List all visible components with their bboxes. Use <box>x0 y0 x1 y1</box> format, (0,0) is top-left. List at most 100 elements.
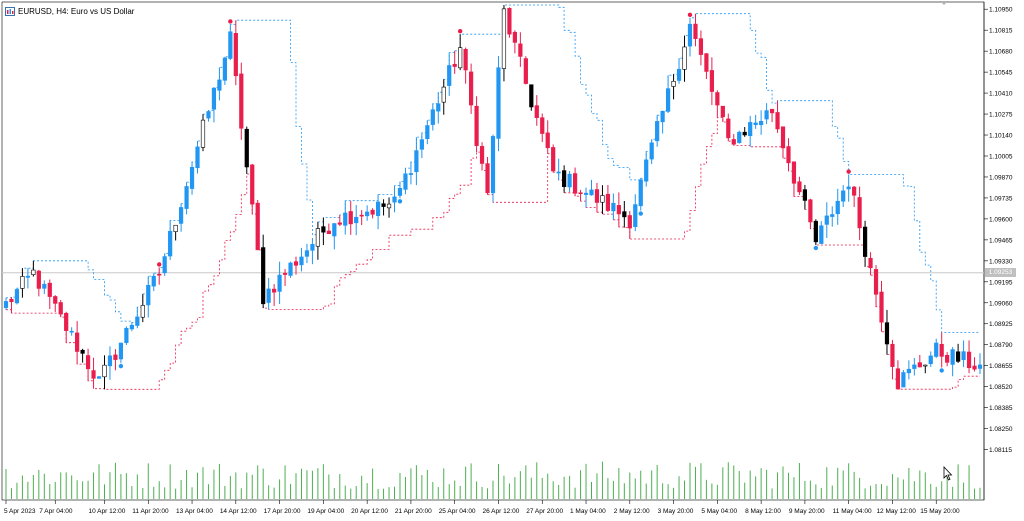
candle <box>813 219 818 245</box>
candle <box>556 158 561 181</box>
candle <box>200 114 206 152</box>
candle <box>304 243 310 264</box>
candle <box>359 210 364 226</box>
candle-body <box>769 108 775 114</box>
candle <box>534 95 539 126</box>
price-tick-label: 1.10005 <box>989 153 1013 160</box>
candle <box>737 130 742 144</box>
fractal-marker <box>687 12 693 18</box>
candle-body <box>600 195 605 203</box>
candle <box>567 171 572 193</box>
candle <box>266 277 271 310</box>
candle-body <box>671 80 676 87</box>
candle-body <box>687 23 693 47</box>
candle-body <box>69 330 74 333</box>
candle-body <box>293 261 299 266</box>
candle <box>326 223 331 235</box>
candle <box>392 185 397 213</box>
candle-body <box>162 256 167 274</box>
candle <box>36 269 41 297</box>
candle <box>189 161 195 195</box>
candle-body <box>961 351 966 361</box>
candle <box>791 161 797 197</box>
candle <box>540 113 545 142</box>
candle <box>868 252 873 276</box>
candle <box>168 220 173 260</box>
candle-body <box>759 120 764 126</box>
candle <box>545 120 550 154</box>
candle <box>479 142 485 171</box>
candle <box>731 134 736 146</box>
time-tick-label: 11 May 04:00 <box>833 508 872 515</box>
price-tick-label: 1.08250 <box>989 426 1013 433</box>
candle <box>458 34 463 71</box>
candle-body <box>622 211 627 218</box>
candle-body <box>184 186 189 209</box>
time-tick-label: 14 Apr 12:00 <box>220 508 257 515</box>
candle-body <box>452 63 457 67</box>
candle-body <box>36 270 41 289</box>
candle-body <box>879 291 884 323</box>
candle <box>277 261 282 304</box>
candle <box>633 194 638 232</box>
candle <box>113 349 118 371</box>
candle-body <box>200 119 206 148</box>
candle-body <box>780 126 786 149</box>
candle-body <box>540 117 545 134</box>
candle <box>452 50 457 74</box>
candle <box>786 138 791 172</box>
chart-shift-marker[interactable] <box>940 1 948 5</box>
candle <box>660 110 665 134</box>
candle <box>463 47 468 84</box>
candle-body <box>939 344 944 357</box>
candle <box>671 74 676 100</box>
candle <box>956 343 961 363</box>
candle <box>835 188 840 225</box>
candle <box>824 202 829 238</box>
candle-body <box>266 288 271 303</box>
candle <box>950 347 955 377</box>
candle <box>375 194 381 230</box>
candle-body <box>693 23 698 39</box>
candle-body <box>414 150 419 173</box>
candle-body <box>244 128 249 168</box>
candle <box>862 220 868 267</box>
candles-layer <box>3 5 983 390</box>
candle <box>917 354 922 368</box>
candle-body <box>282 272 288 275</box>
candle-body <box>846 186 851 190</box>
candle <box>195 140 200 174</box>
candle <box>720 105 725 122</box>
candle-body <box>365 211 370 217</box>
candle-body <box>436 103 441 112</box>
candle <box>91 357 96 389</box>
candle-body <box>873 269 879 295</box>
price-tick-label: 1.10140 <box>989 133 1013 140</box>
candle <box>474 96 479 153</box>
candle-body <box>381 203 386 207</box>
candle <box>447 52 452 96</box>
candle-body <box>862 226 868 257</box>
candle <box>780 126 786 159</box>
candle-body <box>206 111 211 119</box>
candle-body <box>644 159 649 182</box>
candle-body <box>31 269 36 275</box>
candle <box>884 309 890 355</box>
candle-body <box>753 122 758 126</box>
candle-body <box>397 188 403 196</box>
candle <box>622 201 627 228</box>
candle-body <box>469 71 474 106</box>
candle-body <box>923 364 928 367</box>
candle <box>9 297 14 314</box>
price-tick-label: 1.08655 <box>989 363 1013 370</box>
candle <box>490 134 496 203</box>
price-tick-label: 1.10410 <box>989 91 1013 98</box>
candle-body <box>917 362 922 368</box>
candle-body <box>58 302 63 315</box>
candle-body <box>857 197 862 229</box>
candle-body <box>310 244 315 251</box>
candle <box>321 217 326 246</box>
candle-body <box>562 170 567 187</box>
